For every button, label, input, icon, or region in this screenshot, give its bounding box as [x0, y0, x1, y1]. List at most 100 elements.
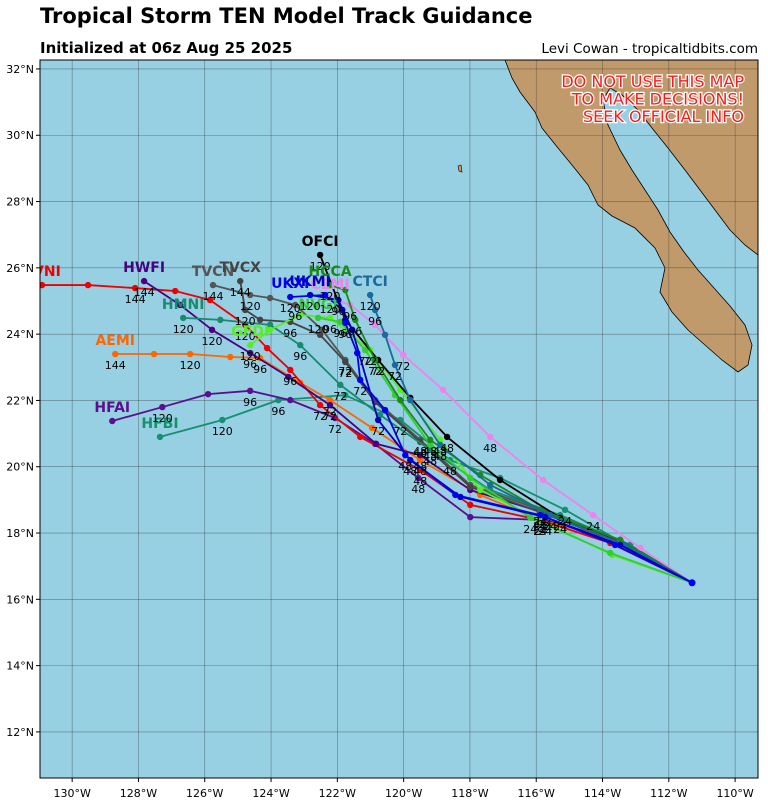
track-point: [256, 316, 264, 324]
track-point: [40, 281, 46, 289]
model-name: UKXI: [271, 276, 309, 292]
hour-label: 24: [533, 517, 547, 530]
track-point: [266, 321, 274, 329]
track-point: [486, 433, 494, 441]
track-point: [316, 251, 324, 259]
track-point: [368, 424, 376, 432]
hour-label: 72: [338, 365, 352, 378]
model-name: TVCN: [192, 264, 234, 280]
x-tick-label: 122°W: [319, 787, 356, 800]
hour-label: 48: [403, 465, 417, 478]
model-name: HWFI: [123, 260, 165, 276]
track-point: [436, 441, 444, 449]
model-name: GFDI: [231, 324, 269, 340]
island: [457, 164, 463, 173]
axes: 130°W 128°W 126°W 124°W 122°W 120°W 118°W 116°W…: [6, 63, 754, 800]
hour-label: 72: [363, 355, 377, 368]
track-point: [352, 316, 359, 324]
track-point: [140, 277, 148, 285]
hour-label: 96: [271, 405, 285, 418]
track-point: [372, 440, 380, 448]
hour-label: 120: [320, 303, 341, 316]
track-point: [342, 391, 349, 399]
hour-label: 120: [180, 359, 201, 372]
hour-label: 120: [320, 290, 341, 303]
track-point: [467, 501, 474, 509]
hour-label: 48: [413, 447, 427, 460]
track-point: [397, 396, 404, 404]
track-point: [292, 301, 299, 309]
model-name: OFCI: [302, 234, 339, 250]
track-point: [426, 441, 434, 449]
track-point: [371, 306, 379, 314]
hour-label: 96: [368, 315, 382, 328]
y-tick-label: 26°N: [6, 262, 34, 275]
track-point: [246, 341, 254, 349]
model-name: UKMI: [289, 274, 330, 290]
track-point: [443, 433, 451, 441]
hour-label: 24: [533, 515, 547, 528]
track-point: [477, 486, 484, 494]
track-point: [326, 281, 334, 289]
track-point: [371, 321, 379, 329]
track-point: [381, 331, 389, 339]
hour-label: 120: [240, 350, 261, 363]
hour-label: 48: [423, 450, 437, 463]
y-tick-label: 18°N: [6, 527, 34, 540]
y-tick-label: 30°N: [6, 129, 34, 142]
tracks: 24487296120HFBI24487296120HFAI2448729612…: [40, 234, 693, 584]
hour-label: 24: [533, 515, 547, 528]
track-point: [316, 331, 324, 339]
track-point: [606, 549, 614, 557]
track-point: [452, 491, 459, 499]
land: [504, 60, 758, 373]
hour-label: 96: [331, 305, 345, 318]
track-point: [208, 326, 216, 334]
hour-label: 24: [538, 518, 552, 531]
track-point: [150, 350, 158, 358]
hour-label: 120: [235, 315, 256, 328]
hour-label: 120: [235, 330, 256, 343]
model-name: HCCA: [308, 264, 351, 280]
track-point: [342, 358, 349, 366]
track-point: [349, 326, 356, 334]
warning-line: DO NOT USE THIS MAP: [561, 72, 744, 91]
hour-label: 24: [558, 515, 572, 528]
track-line: [329, 297, 693, 584]
hour-label: 48: [443, 465, 457, 478]
origin: [688, 579, 696, 587]
y-tick-label: 14°N: [6, 660, 34, 673]
credit: Levi Cowan - tropicaltidbits.com: [541, 41, 758, 57]
track-point: [426, 446, 434, 454]
track-point: [496, 476, 504, 484]
x-tick-label: 112°W: [650, 787, 687, 800]
track-point: [417, 451, 424, 459]
hour-label: 72: [358, 355, 372, 368]
track-line: [290, 294, 693, 584]
hour-label: 72: [338, 367, 352, 380]
hour-label: 72: [313, 410, 327, 423]
track-point: [402, 451, 409, 459]
track-point: [177, 301, 184, 309]
model-name: TVCX: [219, 260, 261, 276]
track-point: [326, 401, 334, 409]
track-point: [246, 349, 254, 357]
track-line: [329, 284, 693, 584]
hour-label: 24: [553, 523, 567, 536]
track-point: [335, 296, 342, 304]
track-point: [84, 281, 92, 289]
hour-label: 96: [243, 358, 257, 371]
track-point: [357, 433, 364, 441]
title: Tropical Storm TEN Model Track Guidance: [40, 4, 532, 28]
track-line: [369, 294, 693, 584]
map-area: 24487296120HFBI24487296120HFAI2448729612…: [40, 60, 758, 778]
model-name: AEMI: [95, 333, 135, 349]
track-point: [342, 319, 349, 327]
hour-label: 96: [343, 310, 357, 323]
hour-label: 120: [300, 300, 321, 313]
track-point: [263, 344, 271, 352]
hour-label: 96: [338, 328, 352, 341]
x-tick-label: 110°W: [716, 787, 753, 800]
hour-label: 24: [523, 523, 537, 536]
